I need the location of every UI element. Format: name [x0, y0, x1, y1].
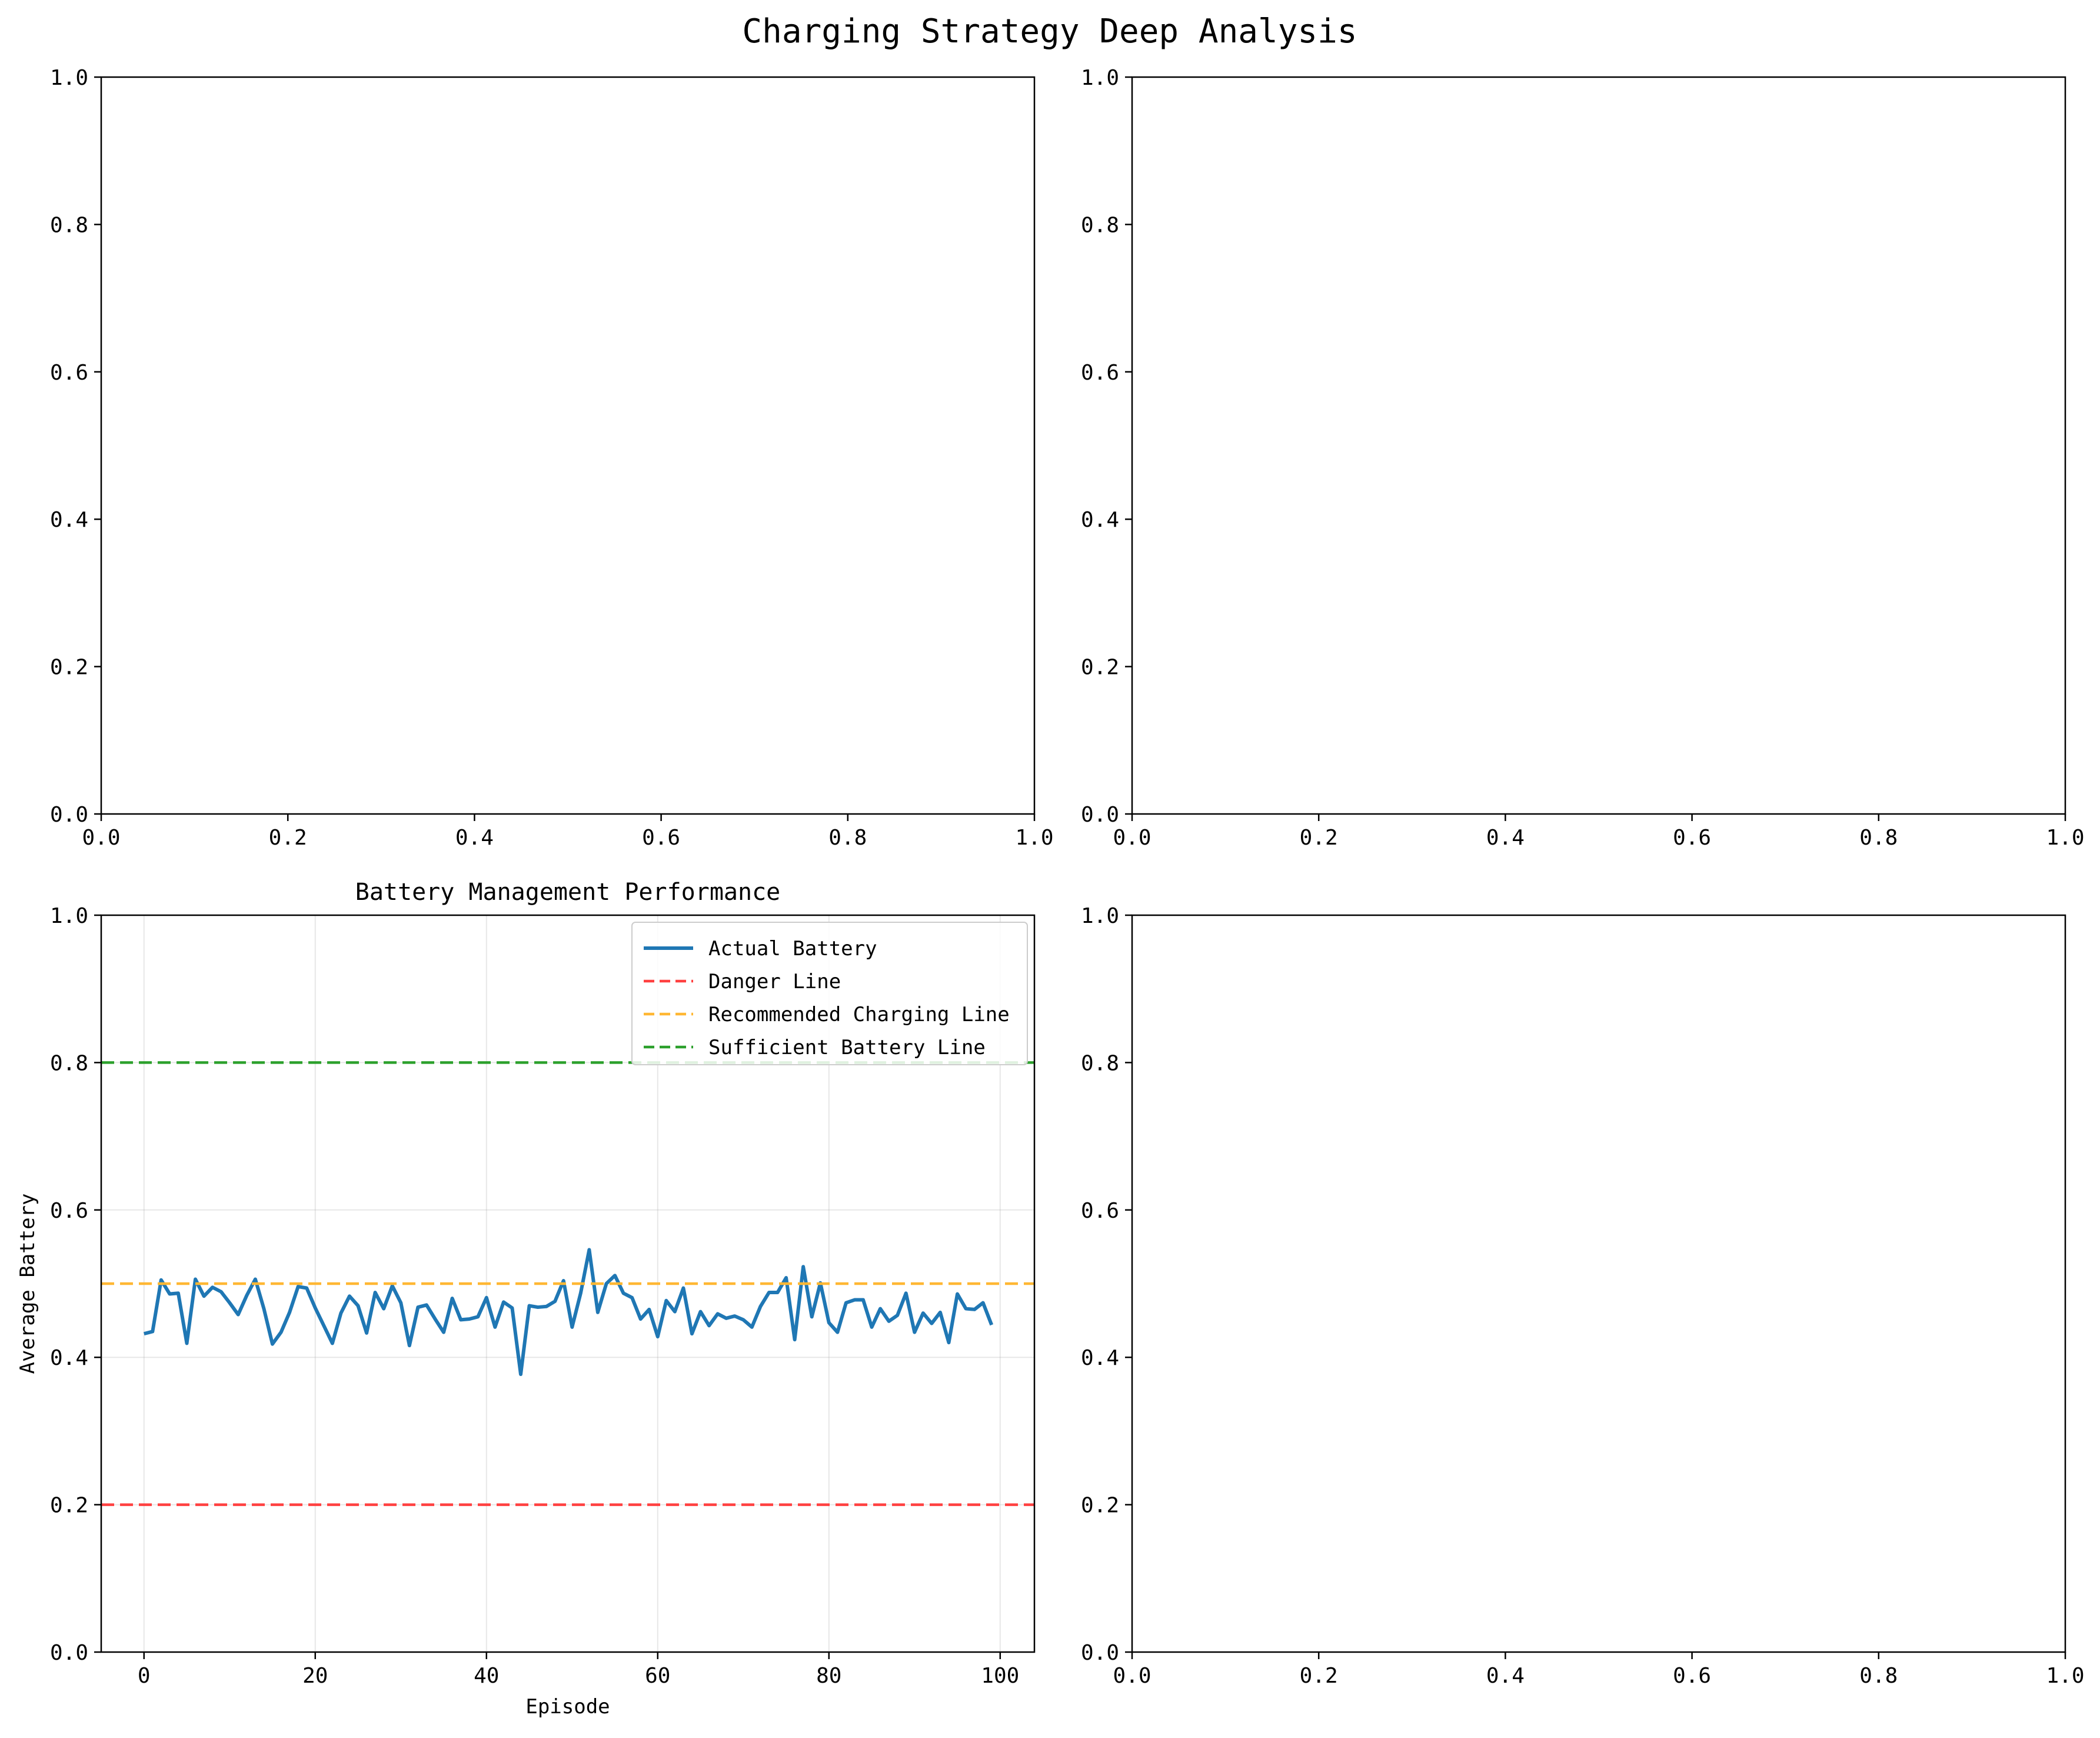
- y-tick-label: 0.4: [50, 1346, 88, 1370]
- x-tick-label: 1.0: [1015, 826, 1053, 850]
- x-tick-label: 100: [981, 1664, 1019, 1688]
- x-tick-label: 20: [302, 1664, 328, 1688]
- legend-box: [631, 922, 1028, 1065]
- y-axis-label: Average Battery: [16, 1193, 39, 1374]
- y-tick-label: 1.0: [1081, 66, 1119, 90]
- x-tick-label: 0.4: [1486, 1664, 1525, 1688]
- x-tick-label: 0.0: [82, 826, 120, 850]
- plot-area: [101, 77, 1034, 814]
- y-tick-label: 0.8: [1081, 213, 1119, 237]
- x-tick-label: 0.2: [269, 826, 307, 850]
- y-tick-label: 0.0: [1081, 1641, 1119, 1665]
- legend-label: Recommended Charging Line: [708, 1003, 1010, 1026]
- x-tick-label: 0.8: [828, 826, 867, 850]
- legend-label: Sufficient Battery Line: [708, 1036, 986, 1059]
- y-tick-label: 1.0: [50, 904, 88, 928]
- y-tick-label: 0.4: [1081, 508, 1119, 532]
- x-tick-label: 0.0: [1113, 826, 1151, 850]
- x-tick-label: 1.0: [2046, 826, 2084, 850]
- x-tick-label: 80: [816, 1664, 841, 1688]
- axes-frame: [1131, 76, 2066, 815]
- y-tick-label: 0.8: [50, 1051, 88, 1075]
- y-tick-label: 0.6: [1081, 1199, 1119, 1223]
- x-tick-label: 0.8: [1859, 1664, 1898, 1688]
- y-tick-label: 0.2: [50, 1494, 88, 1518]
- legend-label: Actual Battery: [708, 937, 877, 961]
- x-tick-label: 0.4: [1486, 826, 1525, 850]
- y-tick-label: 1.0: [1081, 904, 1119, 928]
- series-line-actual-battery: [143, 1248, 994, 1376]
- y-tick-label: 0.2: [1081, 656, 1119, 680]
- y-tick-label: 0.6: [1081, 361, 1119, 385]
- x-axis-label: Episode: [525, 1695, 610, 1719]
- subplot-top-left: 0.0 0.2 0.4 0.6 0.8 1.0 0.0 0.2 0.4 0.6 0.8 1.0: [50, 66, 1054, 850]
- y-tick-label: 0.6: [50, 1199, 88, 1223]
- y-tick-label: 0.6: [50, 361, 88, 385]
- x-tick-label: 0.6: [642, 826, 680, 850]
- subplot-bottom-right: 0.0 0.2 0.4 0.6 0.8 1.0 0.0 0.2 0.4 0.6 0.8 1.0: [1081, 904, 2085, 1688]
- figure-title: Charging Strategy Deep Analysis: [742, 12, 1357, 51]
- axes-frame: [1131, 914, 2066, 1653]
- subplot-bottom-left: 0 20 40 60 80 100 0.0 0.2 0.4 0.6 0.8 1.0 Battery Ma…: [16, 879, 1036, 1719]
- plot-area: [1132, 77, 2065, 814]
- x-tick-label: 0.2: [1300, 826, 1338, 850]
- y-tick-label: 0.0: [50, 803, 88, 827]
- x-tick-label: 0.6: [1673, 826, 1711, 850]
- y-tick-label: 0.8: [50, 213, 88, 237]
- y-tick-label: 0.2: [1081, 1494, 1119, 1518]
- plot-area: [1132, 915, 2065, 1652]
- x-tick-label: 0.4: [455, 826, 494, 850]
- axes-frame: [100, 76, 1036, 815]
- x-tick-label: 0.2: [1300, 1664, 1338, 1688]
- x-tick-label: 60: [645, 1664, 670, 1688]
- y-tick-label: 0.0: [1081, 803, 1119, 827]
- legend: Actual Battery Danger Line Recommended Cha…: [631, 922, 1028, 1065]
- x-tick-label: 0: [138, 1664, 151, 1688]
- x-tick-label: 0.8: [1859, 826, 1898, 850]
- x-tick-label: 1.0: [2046, 1664, 2084, 1688]
- y-tick-label: 0.2: [50, 656, 88, 680]
- x-tick-label: 0.0: [1113, 1664, 1151, 1688]
- x-tick-label: 0.6: [1673, 1664, 1711, 1688]
- subplot-top-right: 0.0 0.2 0.4 0.6 0.8 1.0 0.0 0.2 0.4 0.6 0.8 1.0: [1081, 66, 2085, 850]
- y-tick-label: 0.4: [1081, 1346, 1119, 1370]
- y-tick-label: 0.4: [50, 508, 88, 532]
- y-tick-label: 1.0: [50, 66, 88, 90]
- axes-frame: [100, 914, 1036, 1653]
- subplot-grid: 0.0 0.2 0.4 0.6 0.8 1.00.00.20.40.60.81.00.0 0…: [16, 66, 2085, 1719]
- subplot-title: Battery Management Performance: [355, 879, 780, 906]
- y-tick-label: 0.8: [1081, 1051, 1119, 1075]
- y-tick-label: 0.0: [50, 1641, 88, 1665]
- legend-label: Danger Line: [708, 970, 841, 993]
- x-tick-label: 40: [474, 1664, 499, 1688]
